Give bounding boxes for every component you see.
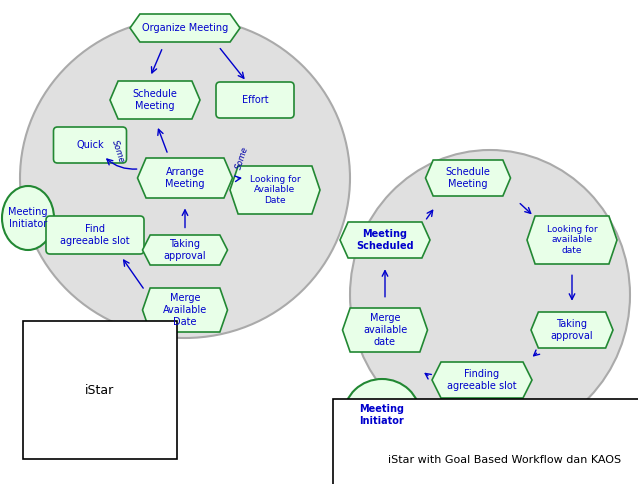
Text: Merge
available
date: Merge available date: [363, 314, 407, 347]
Polygon shape: [340, 222, 430, 258]
Polygon shape: [527, 216, 617, 264]
Text: Effort: Effort: [242, 95, 269, 105]
Text: iStar with Goal Based Workflow dan KAOS: iStar with Goal Based Workflow dan KAOS: [389, 455, 621, 465]
Text: Finding
agreeable slot: Finding agreeable slot: [447, 369, 517, 391]
Text: Meeting
Initiator: Meeting Initiator: [359, 404, 404, 426]
Polygon shape: [142, 235, 228, 265]
Ellipse shape: [20, 18, 350, 338]
Ellipse shape: [344, 379, 420, 451]
Polygon shape: [343, 308, 427, 352]
Text: Some: Some: [110, 139, 126, 165]
FancyBboxPatch shape: [216, 82, 294, 118]
Text: Some: Some: [234, 145, 250, 171]
Text: Taking
approval: Taking approval: [551, 319, 593, 341]
Text: iStar: iStar: [85, 383, 115, 396]
Text: Organize Meeting: Organize Meeting: [142, 23, 228, 33]
Text: Merge
Available
Date: Merge Available Date: [163, 293, 207, 327]
FancyBboxPatch shape: [54, 127, 126, 163]
Text: Meeting
Initiator: Meeting Initiator: [8, 207, 48, 229]
Polygon shape: [531, 312, 613, 348]
Text: Looking for
Available
Date: Looking for Available Date: [249, 175, 300, 205]
Text: Looking for
available
date: Looking for available date: [547, 225, 597, 255]
Polygon shape: [432, 362, 532, 398]
Text: Arrange
Meeting: Arrange Meeting: [165, 167, 205, 189]
Text: Meeting
Scheduled: Meeting Scheduled: [356, 229, 414, 251]
Text: Quick: Quick: [76, 140, 104, 150]
Polygon shape: [142, 288, 228, 332]
Polygon shape: [138, 158, 232, 198]
Text: Schedule
Meeting: Schedule Meeting: [445, 167, 491, 189]
FancyBboxPatch shape: [46, 216, 144, 254]
Polygon shape: [426, 160, 510, 196]
Text: Find
agreeable slot: Find agreeable slot: [60, 224, 130, 246]
Text: Taking
approval: Taking approval: [164, 239, 206, 261]
Polygon shape: [230, 166, 320, 214]
Ellipse shape: [2, 186, 54, 250]
Ellipse shape: [350, 150, 630, 440]
Polygon shape: [110, 81, 200, 119]
Text: Schedule
Meeting: Schedule Meeting: [133, 89, 177, 111]
Polygon shape: [130, 14, 240, 42]
